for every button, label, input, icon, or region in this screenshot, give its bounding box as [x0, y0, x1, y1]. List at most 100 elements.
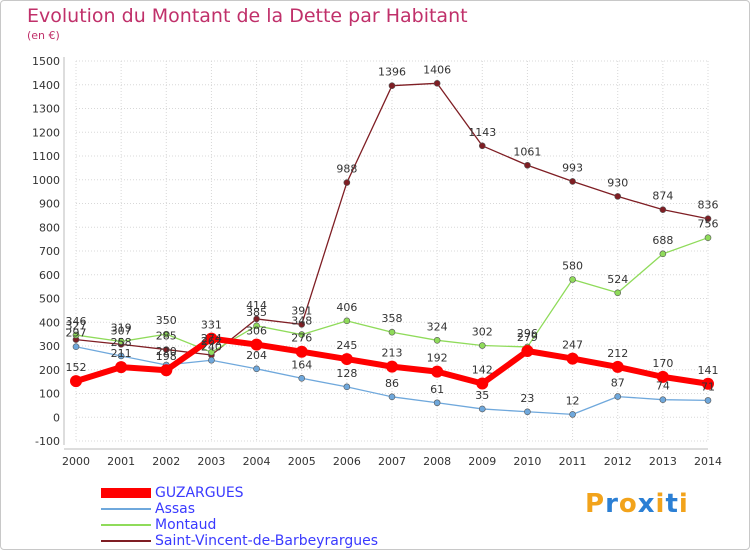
- data-label-saint-vincent-de-barbeyrargues: 327: [66, 320, 87, 333]
- data-point-saint-vincent-de-barbeyrargues: [659, 206, 667, 213]
- data-label-guzargues: 212: [607, 347, 628, 360]
- data-label-montaud: 688: [652, 234, 673, 247]
- legend-label: Saint-Vincent-de-Barbeyrargues: [155, 533, 378, 549]
- data-label-guzargues: 247: [562, 339, 583, 352]
- x-tick-label: 2002: [152, 455, 180, 468]
- data-point-assas: [569, 411, 576, 418]
- y-tick-label: 1300: [32, 103, 60, 116]
- data-label-saint-vincent-de-barbeyrargues: 874: [652, 190, 673, 203]
- data-point-guzargues: [566, 352, 579, 365]
- data-label-guzargues: 198: [156, 350, 177, 363]
- data-label-assas: 240: [201, 340, 222, 353]
- data-label-saint-vincent-de-barbeyrargues: 285: [156, 330, 177, 343]
- data-label-guzargues: 306: [246, 325, 267, 338]
- data-point-guzargues: [250, 338, 263, 351]
- data-point-guzargues: [521, 344, 534, 357]
- legend-swatch: [101, 488, 151, 498]
- data-point-saint-vincent-de-barbeyrargues: [704, 215, 712, 222]
- y-tick-label: 500: [39, 293, 60, 306]
- data-label-assas: 61: [430, 383, 444, 396]
- data-label-saint-vincent-de-barbeyrargues: 262: [201, 335, 222, 348]
- data-point-montaud: [659, 250, 667, 258]
- data-label-saint-vincent-de-barbeyrargues: 414: [246, 299, 267, 312]
- x-tick-label: 2011: [559, 455, 587, 468]
- y-tick-label: 1100: [32, 150, 60, 163]
- y-tick-label: 300: [39, 340, 60, 353]
- x-tick-label: 2006: [333, 455, 361, 468]
- data-label-montaud: 358: [382, 312, 403, 325]
- data-point-assas: [388, 393, 396, 401]
- data-label-assas: 87: [611, 377, 625, 390]
- data-label-saint-vincent-de-barbeyrargues: 1143: [468, 126, 496, 139]
- data-label-assas: 74: [656, 380, 670, 393]
- data-point-guzargues: [70, 375, 82, 388]
- data-label-assas: 164: [291, 358, 312, 371]
- data-point-assas: [343, 383, 351, 391]
- legend-label: Montaud: [155, 517, 217, 533]
- data-point-montaud: [162, 330, 170, 338]
- legend-swatch: [101, 540, 151, 542]
- data-label-montaud: 524: [607, 273, 628, 286]
- data-point-montaud: [208, 348, 215, 356]
- data-point-guzargues: [295, 345, 308, 358]
- data-point-guzargues: [702, 377, 714, 390]
- x-tick-label: 2004: [243, 455, 271, 468]
- y-tick-label: 800: [39, 221, 60, 234]
- data-point-assas: [478, 405, 486, 413]
- data-point-assas: [704, 397, 712, 404]
- data-label-montaud: 580: [562, 260, 583, 273]
- data-label-assas: 12: [566, 394, 580, 407]
- data-point-saint-vincent-de-barbeyrargues: [162, 346, 170, 353]
- data-point-saint-vincent-de-barbeyrargues: [524, 161, 531, 169]
- data-label-montaud: 274: [201, 332, 222, 345]
- data-label-assas: 23: [520, 392, 534, 405]
- y-tick-label: 400: [39, 316, 60, 329]
- x-tick-label: 2000: [62, 455, 90, 468]
- data-point-assas: [614, 393, 622, 400]
- data-point-guzargues: [611, 360, 624, 373]
- data-point-assas: [253, 365, 260, 373]
- legend-swatch: [101, 524, 151, 526]
- y-tick-label: 0: [53, 411, 60, 424]
- data-label-saint-vincent-de-barbeyrargues: 1406: [423, 63, 451, 76]
- chart-subtitle: (en €): [27, 29, 60, 42]
- data-point-saint-vincent-de-barbeyrargues: [253, 315, 260, 323]
- data-point-assas: [208, 356, 215, 364]
- data-label-assas: 204: [246, 349, 267, 362]
- logo-letter: P: [585, 489, 606, 519]
- data-label-saint-vincent-de-barbeyrargues: 391: [291, 304, 312, 317]
- data-point-montaud: [433, 336, 441, 344]
- logo-letter: o: [618, 489, 638, 519]
- y-tick-label: 600: [39, 269, 60, 282]
- data-label-montaud: 296: [517, 327, 538, 340]
- data-point-guzargues: [656, 370, 669, 383]
- y-tick-label: 1000: [32, 174, 60, 187]
- data-label-montaud: 348: [291, 315, 312, 328]
- x-tick-label: 2003: [197, 455, 225, 468]
- data-label-guzargues: 279: [517, 331, 538, 344]
- data-label-montaud: 385: [246, 306, 267, 319]
- x-tick-label: 2001: [107, 455, 135, 468]
- data-label-guzargues: 142: [472, 364, 493, 377]
- legend-swatch: [101, 508, 151, 510]
- logo-letter: x: [637, 489, 656, 519]
- data-point-montaud: [253, 322, 260, 330]
- data-point-saint-vincent-de-barbeyrargues: [298, 321, 306, 328]
- data-point-saint-vincent-de-barbeyrargues: [433, 80, 441, 87]
- data-point-montaud: [117, 338, 125, 345]
- data-point-montaud: [72, 331, 80, 339]
- legend-label: Assas: [155, 501, 196, 517]
- data-point-montaud: [704, 234, 712, 241]
- x-tick-label: 2009: [468, 455, 496, 468]
- x-tick-label: 2012: [604, 455, 632, 468]
- y-tick-label: -100: [35, 435, 60, 448]
- data-label-montaud: 324: [427, 320, 448, 333]
- data-label-guzargues: 141: [698, 364, 719, 377]
- data-point-assas: [298, 374, 306, 382]
- data-point-saint-vincent-de-barbeyrargues: [569, 178, 576, 185]
- data-label-montaud: 302: [472, 326, 493, 339]
- data-label-guzargues: 331: [201, 319, 222, 332]
- data-label-guzargues: 211: [111, 347, 132, 360]
- data-label-guzargues: 170: [652, 357, 673, 370]
- data-point-montaud: [478, 342, 486, 349]
